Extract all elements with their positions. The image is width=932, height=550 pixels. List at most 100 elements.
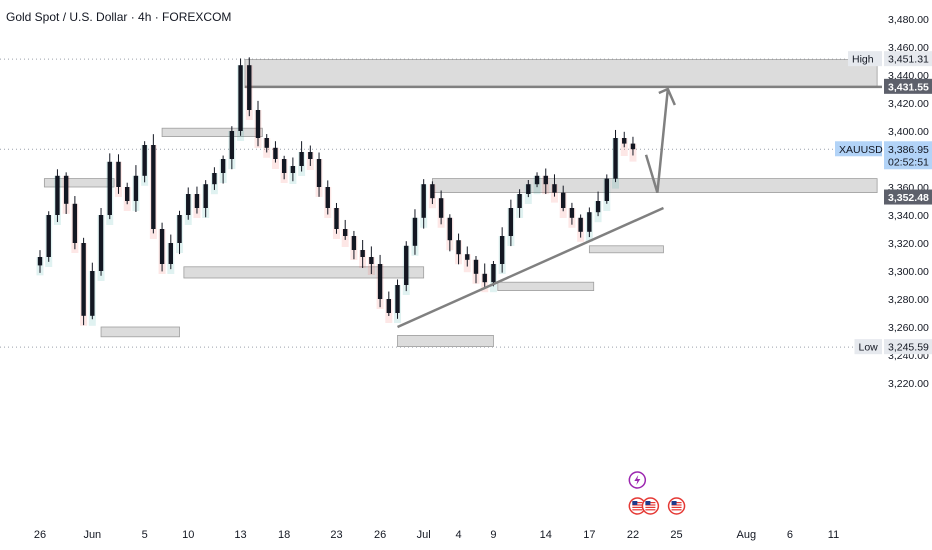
us-flag-icon[interactable] — [628, 497, 647, 515]
candle — [62, 172, 70, 214]
candle — [376, 254, 384, 309]
candle — [132, 165, 140, 212]
candle — [193, 186, 201, 218]
candle — [254, 100, 262, 148]
candle-body — [622, 138, 627, 144]
candle — [141, 141, 149, 186]
price-tag-bg — [884, 141, 932, 170]
candle-body — [107, 161, 112, 215]
candle-body — [404, 245, 409, 285]
candle-body — [116, 161, 121, 187]
x-tick-label: 11 — [828, 529, 839, 541]
x-tick-label: 5 — [142, 529, 148, 541]
zone-rect — [183, 266, 425, 279]
candle — [332, 202, 340, 239]
candle — [289, 157, 297, 184]
price-tag-value: 3,431.55 — [888, 81, 929, 93]
candle-body — [569, 208, 575, 218]
candle — [88, 262, 96, 326]
candle — [463, 246, 471, 273]
price-tag-label: High — [852, 54, 874, 66]
candle — [411, 209, 419, 256]
candle — [498, 227, 506, 274]
candle-body — [377, 264, 383, 299]
arrow-head — [658, 87, 676, 106]
candle — [315, 152, 323, 197]
candle — [149, 134, 157, 239]
x-tick-label: 13 — [234, 529, 246, 541]
candle — [394, 279, 402, 323]
price-tag-label: XAUUSD — [839, 144, 883, 156]
x-tick-label: Jun — [83, 529, 101, 541]
candle-body — [421, 184, 426, 218]
candle — [629, 136, 637, 162]
candle-body — [63, 175, 69, 204]
candle — [53, 169, 61, 225]
candle — [341, 219, 349, 247]
projection-arrow — [644, 88, 670, 193]
zone-rect — [100, 326, 180, 338]
candle — [228, 126, 236, 170]
price-tag-bg — [884, 189, 932, 205]
x-tick-label: 14 — [540, 529, 552, 541]
candle — [585, 207, 593, 242]
candle-body — [37, 257, 43, 266]
candle-body — [456, 240, 461, 255]
price-tag: 3,431.55 — [884, 78, 932, 94]
candle — [80, 237, 88, 326]
candle — [559, 185, 567, 218]
candle-body — [186, 194, 191, 215]
candle — [324, 180, 332, 218]
x-tick-label: Aug — [737, 529, 757, 541]
candle-body — [177, 215, 182, 243]
candle-body — [90, 271, 95, 316]
us-flag-icon[interactable] — [667, 497, 686, 515]
candle-body — [561, 192, 566, 208]
candle-body — [229, 131, 235, 159]
candle-body — [508, 208, 514, 236]
y-tick-label: 3,480.00 — [888, 14, 929, 26]
candle-body — [125, 187, 130, 201]
price-tag-bg — [884, 51, 932, 67]
candle — [306, 145, 314, 170]
candle-body — [168, 243, 173, 264]
price-tag: 3,245.59 Low — [854, 339, 932, 355]
x-tick-label: Jul — [417, 529, 431, 541]
zone-rect — [588, 245, 664, 254]
candle-body — [238, 65, 243, 131]
y-tick-label: 3,400.00 — [888, 126, 929, 138]
candle-body — [299, 152, 304, 166]
us-flag-icon[interactable] — [641, 497, 660, 515]
candle — [385, 291, 393, 323]
candle — [271, 141, 279, 169]
candle-body — [369, 257, 374, 264]
x-tick-label: 4 — [455, 529, 461, 541]
candle-body — [351, 236, 357, 250]
candle-body — [552, 184, 557, 193]
candle — [550, 174, 558, 203]
zone-rect — [397, 334, 494, 347]
candle — [167, 234, 175, 274]
candle-body — [325, 187, 330, 208]
candle — [533, 172, 541, 195]
lightning-icon[interactable] — [628, 471, 647, 489]
candle — [350, 230, 358, 260]
price-tag-label-bg — [835, 141, 882, 157]
candle-body — [534, 175, 540, 185]
x-tick-label: 9 — [490, 529, 496, 541]
candle-body — [630, 143, 636, 150]
candle — [472, 255, 480, 284]
candle-body — [159, 229, 165, 264]
candle-body — [220, 159, 226, 173]
trendline — [397, 206, 664, 329]
y-tick-label: 3,320.00 — [888, 238, 929, 250]
candle-body — [203, 184, 208, 208]
x-tick-label: 17 — [583, 529, 595, 541]
candle-body — [194, 194, 200, 208]
candle-body — [430, 184, 435, 199]
y-tick-label: 3,420.00 — [888, 98, 929, 110]
x-tick-label: 26 — [374, 529, 386, 541]
candle-body — [264, 138, 269, 148]
